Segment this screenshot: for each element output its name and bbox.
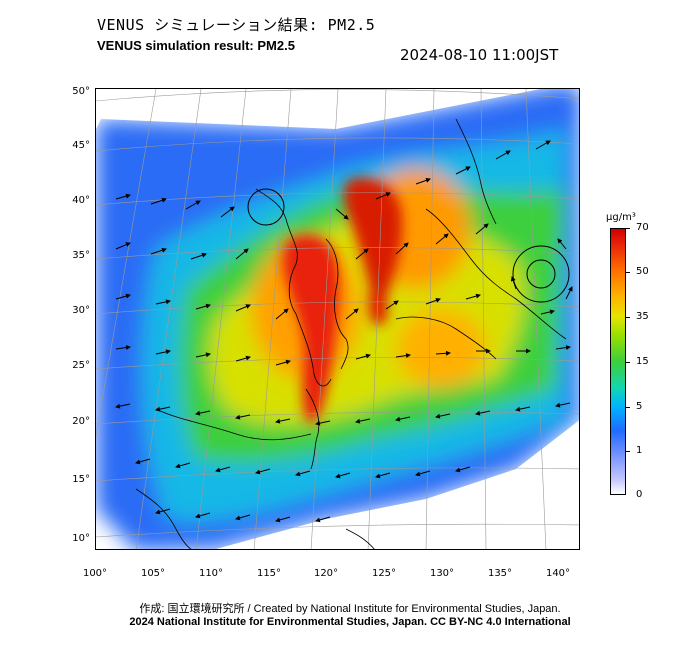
copyright-line: 2024 National Institute for Environmenta… xyxy=(129,616,571,628)
lat-label-30: 30° xyxy=(72,305,90,316)
colorbar xyxy=(610,228,626,495)
colorbar-tick xyxy=(626,407,630,408)
lat-label-50: 50° xyxy=(72,86,90,97)
lat-label-25: 25° xyxy=(72,360,90,371)
colorbar-label-5: 5 xyxy=(636,401,643,412)
lat-label-20: 20° xyxy=(72,416,90,427)
pm25-map xyxy=(95,88,580,550)
lat-label-40: 40° xyxy=(72,195,90,206)
lon-label-100: 100° xyxy=(82,568,108,579)
lon-label-140: 140° xyxy=(545,568,571,579)
high-concentration-field xyxy=(282,177,403,424)
lon-label-110: 110° xyxy=(198,568,224,579)
lat-label-35: 35° xyxy=(72,250,90,261)
colorbar-tick xyxy=(626,317,630,318)
lon-label-115: 115° xyxy=(256,568,282,579)
colorbar-tick xyxy=(626,272,630,273)
colorbar-unit: μg/m³ xyxy=(606,212,636,223)
forecast-timestamp: 2024-08-10 11:00JST xyxy=(400,46,559,64)
map-canvas xyxy=(96,89,579,549)
coastlines xyxy=(135,118,567,549)
lat-label-10: 10° xyxy=(72,533,90,544)
lon-label-130: 130° xyxy=(429,568,455,579)
lat-label-15: 15° xyxy=(72,474,90,485)
lat-label-45: 45° xyxy=(72,140,90,151)
colorbar-tick xyxy=(626,228,630,229)
title-english: VENUS simulation result: PM2.5 xyxy=(97,38,295,53)
colorbar-label-50: 50 xyxy=(636,266,649,277)
lon-label-105: 105° xyxy=(140,568,166,579)
credit-line: 作成: 国立環境研究所 / Created by National Instit… xyxy=(139,603,561,615)
colorbar-label-1: 1 xyxy=(636,445,643,456)
colorbar-label-15: 15 xyxy=(636,356,649,367)
colorbar-label-70: 70 xyxy=(636,222,649,233)
cyclone-marker xyxy=(247,188,570,303)
lon-label-120: 120° xyxy=(313,568,339,579)
wind-vectors xyxy=(115,140,573,523)
lon-label-125: 125° xyxy=(371,568,397,579)
lon-label-135: 135° xyxy=(487,568,513,579)
colorbar-label-0: 0 xyxy=(636,489,643,500)
colorbar-label-35: 35 xyxy=(636,311,649,322)
colorbar-tick xyxy=(626,451,630,452)
graticule xyxy=(96,89,579,549)
colorbar-tick xyxy=(626,362,630,363)
title-japanese: VENUS シミュレーション結果: PM2.5 xyxy=(97,16,376,34)
